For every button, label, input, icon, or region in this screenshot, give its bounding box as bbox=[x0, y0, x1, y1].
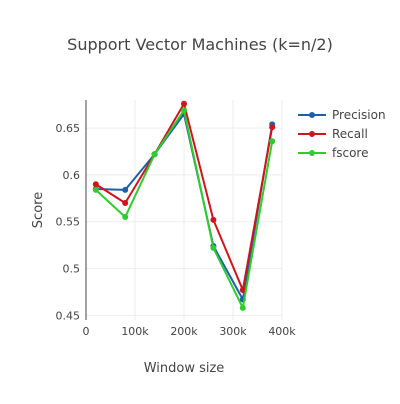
axes: 0.45 0.5 0.55 0.6 0.65 0 100k 200k 300k 400k bbox=[56, 100, 296, 338]
y-tick-label: 0.65 bbox=[56, 122, 81, 135]
data-point bbox=[151, 151, 158, 158]
legend-label: Recall bbox=[332, 127, 368, 141]
x-axis-label: Window size bbox=[144, 361, 225, 376]
data-point bbox=[181, 107, 187, 114]
legend-swatch-marker bbox=[309, 112, 315, 118]
legend[interactable]: Precision Recall fscore bbox=[298, 108, 386, 160]
x-tick-label: 0 bbox=[83, 325, 90, 338]
y-tick-label: 0.45 bbox=[56, 309, 81, 322]
legend-item-recall[interactable]: Recall bbox=[298, 127, 368, 141]
data-point bbox=[210, 216, 217, 223]
y-axis-label: Score bbox=[31, 192, 46, 228]
legend-item-precision[interactable]: Precision bbox=[298, 108, 386, 122]
data-point bbox=[269, 138, 276, 145]
x-tick-label: 100k bbox=[121, 325, 149, 338]
series-recall bbox=[92, 100, 276, 294]
data-point bbox=[269, 124, 276, 131]
legend-label: Precision bbox=[332, 108, 386, 122]
data-point bbox=[210, 244, 217, 251]
legend-swatch-marker bbox=[309, 150, 315, 156]
data-point bbox=[122, 186, 129, 193]
data-point bbox=[92, 181, 99, 188]
y-tick-label: 0.55 bbox=[56, 216, 81, 229]
series-fscore bbox=[92, 107, 276, 311]
data-point bbox=[122, 214, 129, 221]
x-tick-label: 300k bbox=[219, 325, 247, 338]
chart-title: Support Vector Machines (k=n/2) bbox=[67, 35, 333, 54]
grid bbox=[86, 100, 283, 320]
series-layer bbox=[92, 100, 276, 311]
legend-swatch-marker bbox=[309, 131, 315, 137]
x-tick-label: 200k bbox=[170, 325, 198, 338]
data-point bbox=[239, 287, 246, 294]
data-point bbox=[92, 186, 99, 193]
y-tick-label: 0.6 bbox=[63, 169, 81, 182]
data-point bbox=[122, 199, 129, 206]
legend-item-fscore[interactable]: fscore bbox=[298, 146, 368, 160]
y-tick-label: 0.5 bbox=[63, 263, 81, 276]
x-tick-label: 400k bbox=[268, 325, 296, 338]
data-point bbox=[181, 100, 187, 107]
data-point bbox=[239, 304, 246, 311]
legend-label: fscore bbox=[332, 146, 368, 160]
